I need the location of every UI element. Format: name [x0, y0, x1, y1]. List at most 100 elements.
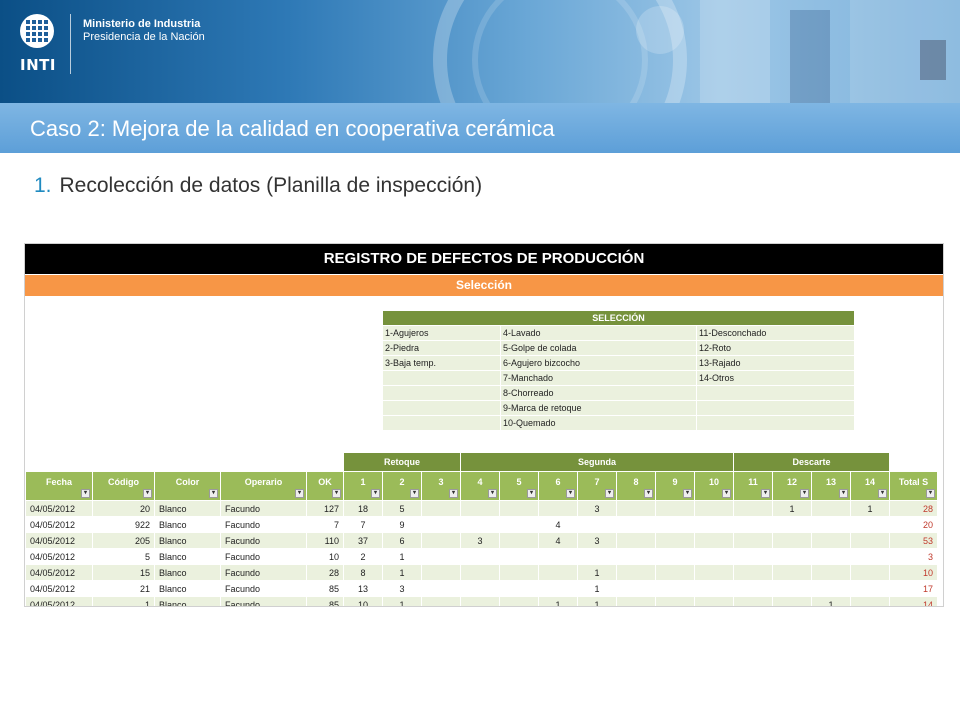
- table-cell: 3: [577, 500, 617, 517]
- filter-dropdown-icon[interactable]: ▾: [295, 489, 304, 498]
- table-cell: [850, 548, 890, 565]
- legend-row: 3-Baja temp. 6-Agujero bizcocho 13-Rajado: [382, 355, 855, 371]
- table-cell: [655, 548, 695, 565]
- legend-cell: 4-Lavado: [500, 325, 697, 341]
- filter-dropdown-icon[interactable]: ▾: [449, 489, 458, 498]
- sheet-subtitle: Selección: [25, 275, 943, 296]
- table-cell: [616, 532, 656, 549]
- table-cell: 04/05/2012: [25, 596, 93, 606]
- table-cell: 1: [772, 500, 812, 517]
- table-cell: [616, 564, 656, 581]
- column-header-label: 14: [864, 477, 875, 487]
- filter-dropdown-icon[interactable]: ▾: [527, 489, 536, 498]
- filter-dropdown-icon[interactable]: ▾: [926, 489, 935, 498]
- table-cell: [733, 564, 773, 581]
- filter-dropdown-icon[interactable]: ▾: [410, 489, 419, 498]
- column-header-label: 10: [708, 477, 719, 487]
- table-row: 04/05/2012 922 Blanco Facundo 7 7 9 4 20: [25, 516, 938, 533]
- filter-dropdown-icon[interactable]: ▾: [566, 489, 575, 498]
- table-cell: [460, 500, 500, 517]
- table-cell: [616, 580, 656, 597]
- table-cell: [655, 596, 695, 606]
- table-cell: [772, 580, 812, 597]
- column-header: Total S ▾: [889, 471, 938, 501]
- table-cell: [499, 548, 539, 565]
- column-header-label: 2: [399, 477, 405, 487]
- filter-dropdown-icon[interactable]: ▾: [488, 489, 497, 498]
- table-cell: Blanco: [154, 580, 221, 597]
- filter-dropdown-icon[interactable]: ▾: [143, 489, 152, 498]
- filter-dropdown-icon[interactable]: ▾: [605, 489, 614, 498]
- table-cell: 1: [538, 596, 578, 606]
- legend-cell: 3-Baja temp.: [382, 355, 501, 371]
- slide-title-bar: Caso 2: Mejora de la calidad en cooperat…: [0, 103, 960, 153]
- table-cell: 7: [343, 516, 383, 533]
- filter-dropdown-icon[interactable]: ▾: [800, 489, 809, 498]
- table-cell: [694, 580, 734, 597]
- column-header: 13 ▾: [811, 471, 851, 501]
- table-cell: 04/05/2012: [25, 548, 93, 565]
- filter-dropdown-icon[interactable]: ▾: [761, 489, 770, 498]
- table-cell: 2: [343, 548, 383, 565]
- legend-row: 9-Marca de retoque: [382, 400, 855, 416]
- total-cell: 53: [889, 532, 938, 549]
- column-header: 3 ▾: [421, 471, 461, 501]
- column-header-label: Operario: [244, 477, 283, 487]
- table-cell: [655, 532, 695, 549]
- table-cell: [733, 596, 773, 606]
- table-cell: [538, 500, 578, 517]
- filter-dropdown-icon[interactable]: ▾: [81, 489, 90, 498]
- legend-cell: [382, 400, 501, 416]
- legend-cell: 5-Golpe de colada: [500, 340, 697, 356]
- table-cell: [460, 548, 500, 565]
- table-cell: 6: [382, 532, 422, 549]
- column-header: OK ▾: [306, 471, 344, 501]
- table-cell: 8: [343, 564, 383, 581]
- table-cell: 1: [382, 564, 422, 581]
- table-cell: [421, 596, 461, 606]
- table-cell: [616, 548, 656, 565]
- table-cell: 3: [460, 532, 500, 549]
- table-cell: [421, 500, 461, 517]
- filter-dropdown-icon[interactable]: ▾: [683, 489, 692, 498]
- table-cell: [538, 548, 578, 565]
- column-header-label: Fecha: [45, 477, 72, 487]
- filter-dropdown-icon[interactable]: ▾: [371, 489, 380, 498]
- column-header: 10 ▾: [694, 471, 734, 501]
- legend-cell: [696, 415, 855, 431]
- table-cell: [850, 596, 890, 606]
- column-header-label: 3: [438, 477, 444, 487]
- legend-cell: 11-Desconchado: [696, 325, 855, 341]
- table-cell: [655, 500, 695, 517]
- inti-logo-icon: [20, 14, 54, 48]
- table-cell: [421, 564, 461, 581]
- table-cell: Facundo: [220, 516, 307, 533]
- table-cell: [694, 596, 734, 606]
- filter-dropdown-icon[interactable]: ▾: [209, 489, 218, 498]
- slide-item: 1. Recolección de datos (Planilla de insp…: [34, 174, 482, 198]
- legend-cell: 2-Piedra: [382, 340, 501, 356]
- total-cell: 20: [889, 516, 938, 533]
- table-cell: [421, 516, 461, 533]
- legend-row: 2-Piedra 5-Golpe de colada 12-Roto: [382, 340, 855, 356]
- sheet-title: REGISTRO DE DEFECTOS DE PRODUCCIÓN: [25, 244, 943, 274]
- table-cell: 1: [850, 500, 890, 517]
- table-cell: Blanco: [154, 548, 221, 565]
- total-cell: 14: [889, 596, 938, 606]
- filter-dropdown-icon[interactable]: ▾: [332, 489, 341, 498]
- legend-cell: 6-Agujero bizcocho: [500, 355, 697, 371]
- defects-data-table: Retoque Segunda Descarte Fecha ▾ Código ▾ Co…: [25, 452, 938, 606]
- filter-dropdown-icon[interactable]: ▾: [878, 489, 887, 498]
- table-cell: [811, 548, 851, 565]
- table-cell: 5: [92, 548, 155, 565]
- table-cell: [733, 532, 773, 549]
- filter-dropdown-icon[interactable]: ▾: [722, 489, 731, 498]
- filter-dropdown-icon[interactable]: ▾: [839, 489, 848, 498]
- filter-dropdown-icon[interactable]: ▾: [644, 489, 653, 498]
- item-text: Recolección de datos (Planilla de inspec…: [59, 174, 483, 197]
- table-cell: [460, 516, 500, 533]
- table-cell: 3: [577, 532, 617, 549]
- table-cell: 21: [92, 580, 155, 597]
- legend-cell: [382, 370, 501, 386]
- table-cell: Blanco: [154, 564, 221, 581]
